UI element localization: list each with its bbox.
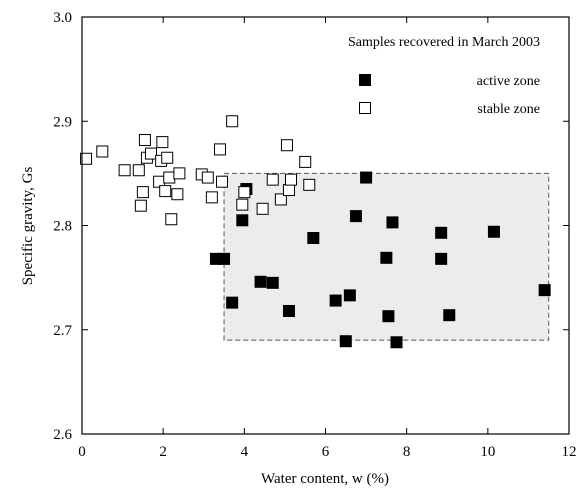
stable-zone-point (144, 147, 157, 160)
x-tick-label: 12 (562, 444, 577, 460)
legend-marker-stable-zone (359, 102, 371, 114)
stable-zone-point (138, 134, 151, 147)
stable-zone-point (132, 164, 145, 177)
active-zone-point (349, 210, 362, 223)
stable-zone-point (303, 178, 316, 191)
x-tick-label: 0 (78, 444, 86, 460)
active-zone-point (307, 232, 320, 245)
stable-zone-point (236, 198, 249, 211)
stable-zone-point (173, 167, 186, 180)
stable-zone-point (216, 175, 229, 188)
stable-zone-point (118, 164, 131, 177)
active-zone-point (236, 214, 249, 227)
active-zone-point (343, 289, 356, 302)
legend-label-active-zone: active zone (477, 74, 540, 89)
y-tick-label: 3.0 (53, 10, 72, 26)
active-zone-point (226, 296, 239, 309)
active-zone-point (360, 171, 373, 184)
x-tick-label: 8 (403, 444, 411, 460)
active-zone-point (386, 216, 399, 229)
stable-zone-point (274, 193, 287, 206)
y-tick-label: 2.7 (53, 323, 72, 339)
active-zone-point (390, 336, 403, 349)
stable-zone-point (256, 202, 269, 215)
stable-zone-point (299, 155, 312, 168)
stable-zone-point (161, 151, 174, 164)
x-axis-title: Water content, w (%) (261, 471, 389, 487)
active-zone-point (218, 252, 231, 265)
chart-annotation: Samples recovered in March 2003 (348, 35, 540, 50)
x-tick-label: 6 (322, 444, 330, 460)
stable-zone-point (280, 139, 293, 152)
stable-zone-point (226, 115, 239, 128)
active-zone-point (282, 304, 295, 317)
legend: active zone stable zone (359, 74, 540, 117)
ticks-layer: 0 2 4 6 8 10 12 2.6 2.7 2.8 2.9 3.0 (53, 10, 576, 460)
active-zone-point (435, 252, 448, 265)
stable-zone-point (134, 199, 147, 212)
stable-zone-point (165, 213, 178, 226)
active-zone-point (339, 335, 352, 348)
active-zone-point (382, 310, 395, 323)
y-axis-title: Specific gravity, Gs (20, 167, 36, 286)
active-zone-point (443, 309, 456, 322)
legend-label-stable-zone: stable zone (477, 102, 540, 117)
active-zone-point (266, 276, 279, 289)
stable-zone-point (285, 173, 298, 186)
legend-marker-active-zone (359, 74, 371, 86)
y-tick-label: 2.6 (53, 427, 72, 443)
markers-layer (80, 115, 551, 349)
y-tick-label: 2.8 (53, 219, 72, 235)
stable-zone-point (163, 171, 176, 184)
active-zone-point (538, 284, 551, 297)
stable-zone-point (266, 173, 279, 186)
stable-zone-point (156, 136, 169, 149)
stable-zone-point (238, 186, 251, 199)
stable-zone-point (159, 185, 172, 198)
stable-zone-point (80, 152, 93, 165)
active-zone-point (329, 294, 342, 307)
y-tick-label: 2.9 (53, 114, 72, 130)
active-zone-point (435, 226, 448, 239)
stable-zone-point (205, 191, 218, 204)
x-tick-label: 10 (480, 444, 495, 460)
stable-zone-point (171, 188, 184, 201)
stable-zone-point (201, 171, 214, 184)
stable-zone-point (136, 186, 149, 199)
active-zone-point (380, 251, 393, 264)
active-zone-point (254, 275, 267, 288)
stable-zone-point (213, 143, 226, 156)
x-tick-label: 4 (241, 444, 249, 460)
stable-zone-point (282, 184, 295, 197)
x-tick-label: 2 (159, 444, 167, 460)
stable-zone-point (96, 145, 109, 158)
active-zone-point (487, 225, 500, 238)
